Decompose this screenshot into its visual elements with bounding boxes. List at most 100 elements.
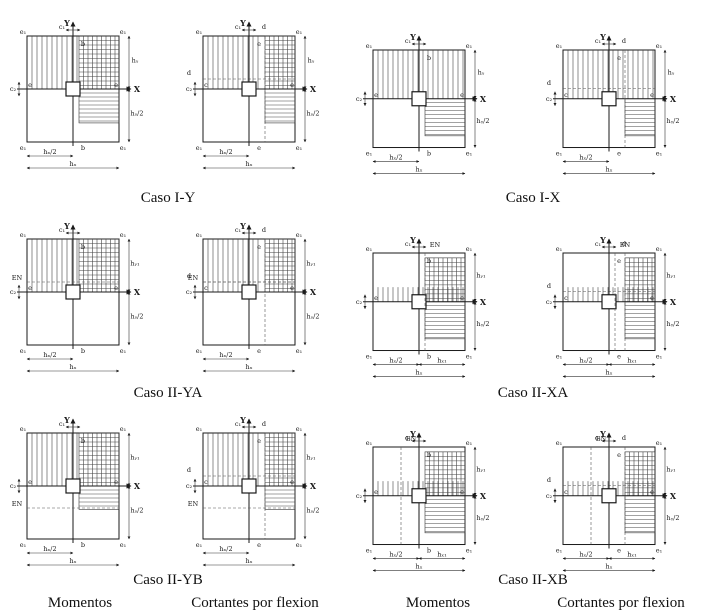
corner-label: e₁ bbox=[296, 541, 303, 549]
footer-cortantes-right: Cortantes por flexion bbox=[557, 595, 685, 611]
slab-panel-ii-xb-cortantes: Y Xe₁ e₁ e₁ e₁ e e c e c₁ d c₂ d hᵧ₁ hᵧ/2 hₓ/2 hₓ₁ hₓ EN bbox=[546, 429, 680, 573]
column-square bbox=[411, 294, 427, 310]
corner-label: e₁ bbox=[20, 541, 27, 549]
section-point-label: b bbox=[81, 243, 85, 251]
corner-label: e₁ bbox=[556, 547, 563, 555]
corner-label: e₁ bbox=[120, 28, 127, 36]
dim-hy-label: hᵧ bbox=[668, 68, 675, 76]
section-point-label: c bbox=[564, 91, 568, 99]
corner-label: e₁ bbox=[296, 231, 303, 239]
dim-hx-label: hₓ bbox=[246, 363, 253, 371]
dim-hy2-label: hᵧ/2 bbox=[131, 507, 144, 515]
x-axis-label: X bbox=[670, 94, 677, 104]
footer-cortantes-left: Cortantes por flexion bbox=[191, 595, 319, 611]
section-point-label: e bbox=[114, 81, 118, 89]
section-point-label: e bbox=[257, 347, 261, 355]
corner-label: e₁ bbox=[656, 150, 663, 158]
dim-hx2-label: hₓ/2 bbox=[389, 357, 402, 365]
corner-label: e₁ bbox=[20, 347, 27, 355]
section-point-label: e bbox=[617, 547, 621, 555]
dim-d-label: d bbox=[622, 240, 626, 248]
column-square bbox=[411, 91, 427, 107]
corner-label: e₁ bbox=[196, 28, 203, 36]
section-point-label: e bbox=[290, 81, 294, 89]
x-axis-label: X bbox=[480, 297, 487, 307]
slab-panel-i-y-cortantes: Y Xe₁ e₁ e₁ e₁ e e c e c₁ d c₂ d hᵧ hᵧ/2 hₓ/2 hₓ bbox=[186, 18, 320, 170]
corner-label: e₁ bbox=[466, 42, 473, 50]
section-point-label: e bbox=[617, 257, 621, 265]
caption-caso-i-y: Caso I-Y bbox=[141, 190, 196, 206]
y-axis-label: Y bbox=[63, 415, 70, 425]
x-axis-label: X bbox=[134, 84, 141, 94]
neutral-axis-label: EN bbox=[406, 435, 417, 443]
section-point-label: e bbox=[374, 91, 378, 99]
corner-label: e₁ bbox=[296, 425, 303, 433]
dim-hx2-label: hₓ/2 bbox=[43, 351, 56, 359]
dim-hx2-label: hₓ/2 bbox=[219, 148, 232, 156]
dim-hx1-label: hₓ₁ bbox=[627, 357, 637, 365]
neutral-axis-label: EN bbox=[188, 274, 199, 282]
dim-hy2-label: hᵧ/2 bbox=[667, 514, 680, 522]
corner-label: e₁ bbox=[196, 231, 203, 239]
neutral-axis-label: EN bbox=[12, 500, 23, 508]
dim-c2-label: c₂ bbox=[546, 298, 553, 306]
x-axis-label: X bbox=[480, 94, 487, 104]
x-axis-label: X bbox=[310, 287, 317, 297]
dim-hy-label: hᵧ₁ bbox=[306, 260, 316, 268]
dim-hy2-label: hᵧ/2 bbox=[667, 117, 680, 125]
x-axis-label: X bbox=[670, 297, 677, 307]
slab-panel-ii-ya-cortantes: Y Xe₁ e₁ e₁ e₁ e e c e c₁ d c₂ d hᵧ₁ hᵧ/2 hₓ/2 hₓ EN bbox=[186, 221, 320, 373]
section-point-label: e bbox=[617, 150, 621, 158]
dim-hx1-label: hₓ₁ bbox=[437, 551, 447, 559]
section-point-label: e bbox=[617, 54, 621, 62]
column-square bbox=[601, 91, 617, 107]
y-axis-label: Y bbox=[409, 429, 416, 439]
dim-hy2-label: hᵧ/2 bbox=[307, 313, 320, 321]
dim-hx1-label: hₓ₁ bbox=[437, 357, 447, 365]
dim-hy2-label: hᵧ/2 bbox=[477, 514, 490, 522]
dim-hy2-label: hᵧ/2 bbox=[131, 110, 144, 118]
dim-hy-label: hᵧ₁ bbox=[666, 271, 676, 279]
dim-d-label: d bbox=[262, 226, 266, 234]
section-point-label: e bbox=[257, 437, 261, 445]
dim-d-label: d bbox=[187, 69, 191, 77]
corner-label: e₁ bbox=[20, 425, 27, 433]
x-axis-label: X bbox=[480, 491, 487, 501]
dim-hx2-label: hₓ/2 bbox=[389, 154, 402, 162]
dim-d-label: d bbox=[187, 272, 191, 280]
section-point-label: e bbox=[28, 478, 32, 486]
dim-hy2-label: hᵧ/2 bbox=[307, 110, 320, 118]
corner-label: e₁ bbox=[296, 347, 303, 355]
column-square bbox=[241, 284, 257, 300]
corner-label: e₁ bbox=[196, 425, 203, 433]
section-point-label: e bbox=[460, 294, 464, 302]
neutral-axis-label: EN bbox=[12, 274, 23, 282]
dim-hx-label: hₓ bbox=[606, 166, 613, 174]
neutral-axis-label: EN bbox=[188, 500, 199, 508]
section-point-label: e bbox=[650, 294, 654, 302]
corner-label: e₁ bbox=[196, 144, 203, 152]
corner-label: e₁ bbox=[296, 28, 303, 36]
dim-d-label: d bbox=[262, 23, 266, 31]
caption-caso-ii-ya: Caso II-YA bbox=[134, 385, 203, 401]
section-point-label: e bbox=[374, 488, 378, 496]
section-point-label: e bbox=[617, 451, 621, 459]
section-point-label: b bbox=[81, 40, 85, 48]
dim-hx2-label: hₓ/2 bbox=[579, 154, 592, 162]
dim-hx2-label: hₓ/2 bbox=[43, 545, 56, 553]
dim-c2-label: c₂ bbox=[186, 288, 193, 296]
y-axis-label: Y bbox=[63, 221, 70, 231]
dim-d-label: d bbox=[547, 282, 551, 290]
corner-label: e₁ bbox=[120, 541, 127, 549]
horizontal-hatch-area bbox=[424, 495, 466, 534]
y-axis-label: Y bbox=[599, 429, 606, 439]
footer-momentos-right: Momentos bbox=[406, 595, 470, 611]
dim-c1-label: c₁ bbox=[595, 37, 602, 45]
dim-hx2-label: hₓ/2 bbox=[389, 551, 402, 559]
corner-label: e₁ bbox=[556, 150, 563, 158]
section-point-label: b bbox=[427, 54, 431, 62]
section-point-label: b bbox=[427, 451, 431, 459]
dim-hy-label: hᵧ₁ bbox=[476, 271, 486, 279]
dim-c2-label: c₂ bbox=[10, 288, 17, 296]
corner-label: e₁ bbox=[120, 144, 127, 152]
